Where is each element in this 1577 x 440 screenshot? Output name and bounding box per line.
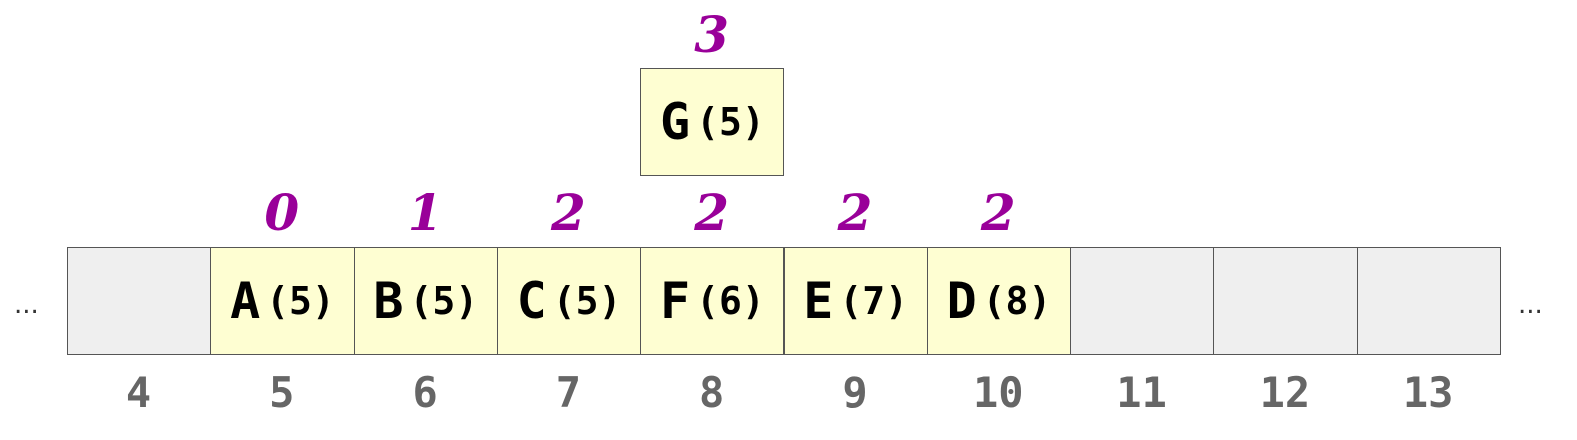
level-label: 0	[264, 183, 300, 242]
cell-count: (7)	[839, 279, 909, 323]
right-ellipsis: ...	[1518, 290, 1543, 320]
array-cell	[1070, 247, 1215, 355]
array-cell: C (5)	[496, 247, 642, 355]
array-cell: B (5)	[353, 247, 498, 355]
array-cell	[1356, 247, 1501, 355]
cell-count: (8)	[982, 279, 1052, 323]
array-cell	[67, 247, 212, 355]
level-label: 2	[837, 183, 873, 242]
cell-count: (5)	[409, 279, 479, 323]
index-label: 6	[412, 368, 438, 417]
cell-count: (5)	[266, 279, 335, 323]
level-label: 2	[980, 183, 1016, 242]
array-cell	[1213, 247, 1358, 355]
cell-letter: C	[516, 272, 547, 330]
index-label: 10	[973, 368, 1024, 417]
index-label: 9	[842, 368, 868, 417]
array-cell: F (6)	[640, 247, 785, 355]
index-label: 4	[125, 368, 152, 417]
index-label: 8	[699, 368, 725, 417]
cell-count: (6)	[696, 279, 765, 323]
index-label: 13	[1402, 368, 1454, 417]
floating-cell-letter: G	[659, 93, 691, 151]
index-label: 7	[555, 368, 582, 417]
floating-cell: G (5)	[640, 68, 785, 176]
cell-count: (5)	[552, 279, 622, 323]
cell-letter: B	[373, 272, 404, 330]
floating-cell-count: (5)	[696, 100, 765, 144]
floating-level-label: 3	[694, 5, 730, 64]
level-label: 1	[407, 183, 443, 242]
index-label: 11	[1116, 368, 1167, 417]
cell-letter: A	[230, 272, 261, 330]
array-cell: E (7)	[783, 247, 928, 355]
array-cell: A (5)	[210, 247, 355, 355]
array-cell: D (8)	[926, 247, 1072, 355]
cell-letter: F	[659, 272, 691, 330]
level-label: 2	[694, 183, 730, 242]
left-ellipsis: ...	[14, 290, 39, 320]
cell-letter: E	[803, 272, 834, 330]
cell-letter: D	[946, 272, 977, 330]
level-label: 2	[550, 183, 586, 242]
index-label: 5	[269, 368, 295, 417]
index-label: 12	[1259, 368, 1311, 417]
